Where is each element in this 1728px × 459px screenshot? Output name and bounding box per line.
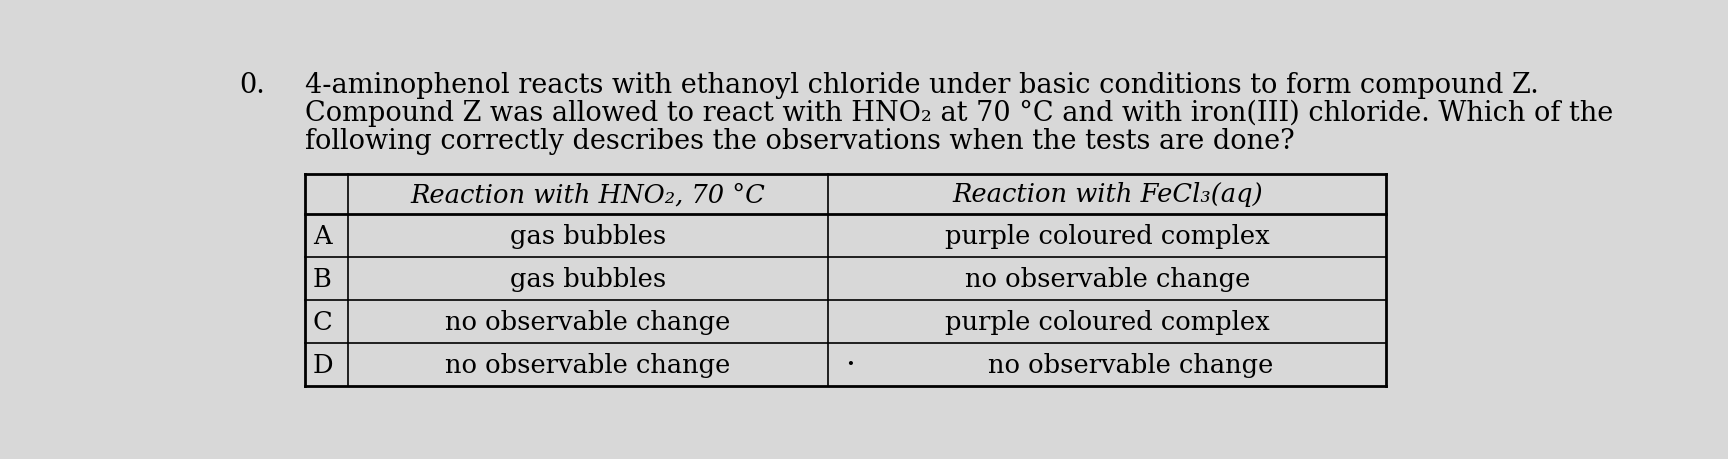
Text: Compound Z was allowed to react with HNO₂ at 70 °C and with iron(III) chloride. : Compound Z was allowed to react with HNO… (306, 100, 1614, 127)
Text: 4-aminophenol reacts with ethanoyl chloride under basic conditions to form compo: 4-aminophenol reacts with ethanoyl chlor… (306, 72, 1540, 99)
Text: purple coloured complex: purple coloured complex (945, 309, 1270, 334)
Text: no observable change: no observable change (446, 309, 731, 334)
Text: no observable change: no observable change (446, 352, 731, 377)
Text: C: C (313, 309, 332, 334)
Text: purple coloured complex: purple coloured complex (945, 223, 1270, 248)
Bar (306, 174, 1386, 386)
Text: 0.: 0. (238, 72, 264, 99)
Text: gas bubbles: gas bubbles (510, 223, 665, 248)
Text: no observable change: no observable change (988, 352, 1274, 377)
Text: ·: · (845, 349, 855, 380)
Text: D: D (313, 352, 334, 377)
Text: following correctly describes the observations when the tests are done?: following correctly describes the observ… (306, 127, 1294, 154)
Text: A: A (313, 223, 332, 248)
Text: no observable change: no observable change (964, 266, 1249, 291)
Text: B: B (313, 266, 332, 291)
Text: Reaction with FeCl₃(aq): Reaction with FeCl₃(aq) (952, 182, 1263, 207)
Text: gas bubbles: gas bubbles (510, 266, 665, 291)
Text: Reaction with HNO₂, 70 °C: Reaction with HNO₂, 70 °C (411, 182, 766, 207)
